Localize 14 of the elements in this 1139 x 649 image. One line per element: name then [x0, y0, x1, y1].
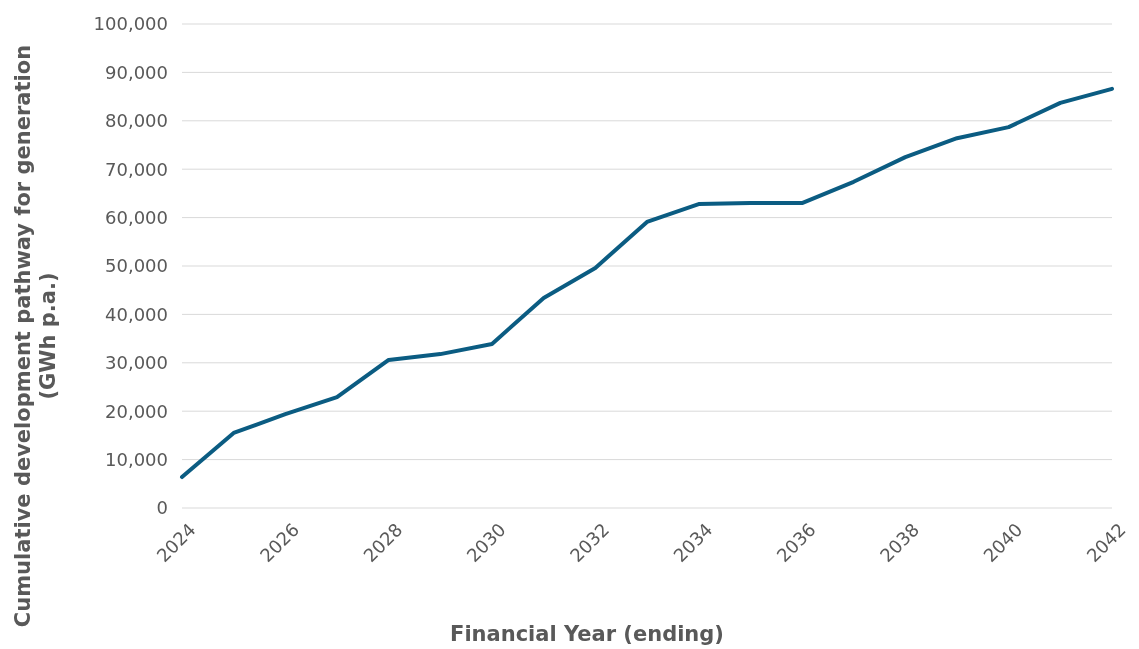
y-tick-label: 0 [156, 497, 168, 519]
y-axis-title: Cumulative development pathway for generation (GWh p.a.) [11, 44, 60, 628]
y-tick-label: 40,000 [105, 303, 168, 325]
line-series [180, 86, 1114, 480]
y-tick-label: 100,000 [93, 13, 168, 35]
y-tick-label: 50,000 [105, 255, 168, 277]
y-tick-label: 10,000 [105, 448, 168, 470]
y-tick-label: 30,000 [105, 352, 168, 374]
y-tick-label: 20,000 [105, 400, 168, 422]
y-tick-label: 70,000 [105, 158, 168, 180]
y-tick-label: 80,000 [105, 110, 168, 132]
y-tick-label: 90,000 [105, 61, 168, 83]
y-tick-label: 60,000 [105, 206, 168, 228]
x-axis-title: Financial Year (ending) [450, 622, 724, 646]
